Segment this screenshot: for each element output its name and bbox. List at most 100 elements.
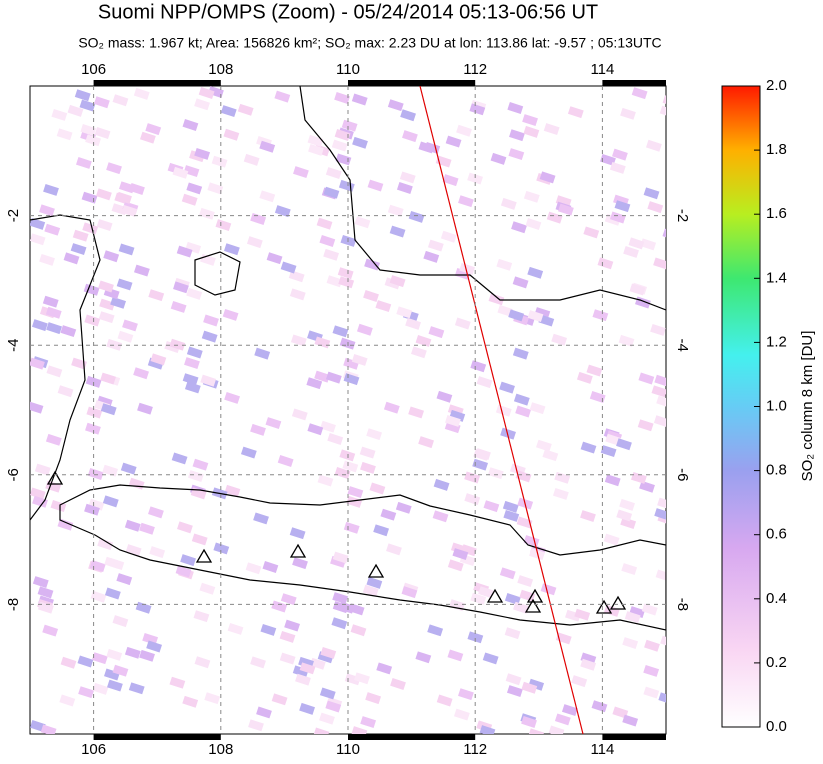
swath-pixel: [597, 257, 614, 270]
swath-pixel: [87, 468, 104, 480]
swath-pixel: [223, 128, 240, 141]
colorbar-tick-label: 1.4: [766, 269, 787, 286]
coastlines: [30, 86, 666, 631]
swath-pixel: [182, 695, 199, 708]
swath-pixel: [561, 704, 578, 717]
swath-pixel: [74, 89, 91, 102]
coastline: [30, 214, 101, 521]
swath-pixel: [122, 319, 138, 332]
swath-pixel: [363, 290, 379, 302]
swath-pixel: [383, 401, 400, 414]
volcano: [46, 470, 64, 485]
swath-pixel: [94, 127, 111, 139]
swath-pixel: [121, 204, 138, 217]
swath-pixel: [116, 278, 133, 291]
swath-pixel: [142, 632, 159, 645]
swath-pixel: [467, 172, 483, 185]
swath-pixel: [124, 646, 141, 659]
swath-pixel: [148, 289, 165, 302]
swath-pixel: [586, 364, 603, 377]
swath-pixel: [332, 551, 349, 564]
swath-pixel: [246, 236, 263, 249]
swath-pixel: [70, 243, 87, 256]
swath-pixel: [332, 592, 349, 605]
swath-pixel: [490, 152, 507, 165]
swath-pixel: [133, 87, 150, 100]
swath-pixel: [201, 330, 218, 343]
swath-pixel: [522, 114, 538, 127]
swath-pixel: [30, 487, 46, 500]
coastline: [194, 251, 241, 296]
swath-pixel: [576, 371, 593, 384]
swath-pixel: [82, 222, 99, 235]
swath-pixel: [366, 576, 383, 589]
swath-pixel: [516, 516, 533, 529]
swath-pixel: [389, 275, 406, 288]
swath-pixel: [192, 458, 209, 471]
swath-pixel: [323, 186, 340, 199]
swath-pixel: [30, 233, 46, 246]
swath-pixel: [46, 365, 63, 378]
swath-pixel: [59, 694, 76, 707]
swath-pixel: [614, 200, 631, 213]
swath-pixel: [629, 606, 645, 619]
colorbar-tick-label: 0.6: [766, 526, 787, 543]
swath-pixel: [609, 161, 626, 174]
swath-pixel: [30, 217, 46, 230]
swath-pixel: [314, 370, 330, 383]
swath-pixel: [240, 446, 257, 459]
colorbar-tick-label: 0.0: [766, 718, 787, 735]
swath-pixel: [177, 521, 193, 534]
colorbar-tick-label: 0.4: [766, 590, 787, 607]
swath-pixel: [190, 487, 207, 500]
swath-pixel: [308, 143, 324, 156]
swath-pixel: [292, 665, 309, 678]
swath-pixel: [237, 103, 254, 116]
swath-pixel: [325, 167, 342, 180]
x-tick-label: 112: [463, 741, 487, 758]
swath-pixel: [657, 497, 666, 510]
swath-pixel: [91, 652, 108, 665]
swath-pixel: [354, 672, 370, 685]
swath-pixel: [521, 681, 538, 694]
swath-pixel: [104, 668, 120, 681]
swath-pixel: [454, 317, 471, 330]
x-tick-label: 114: [590, 741, 614, 758]
swath-pixel: [186, 287, 203, 300]
swath-pixel: [604, 474, 621, 487]
swath-pixel: [30, 357, 45, 370]
swath-pixel: [254, 347, 271, 360]
swath-pixel: [43, 183, 59, 196]
swath-pixel: [609, 211, 626, 224]
swath-pixel: [660, 635, 666, 648]
swath-pixel: [334, 467, 351, 479]
volcano: [526, 588, 544, 603]
swath-pixel: [299, 662, 316, 675]
swath-pixel: [288, 270, 305, 283]
swath-pixel: [469, 103, 486, 116]
swath-pixel: [521, 716, 537, 728]
swath-pixel: [436, 694, 453, 707]
swath-pixel: [352, 136, 368, 149]
swath-pixel: [186, 182, 203, 195]
swath-pixel: [103, 250, 120, 263]
swath-pixel: [175, 565, 192, 578]
swath-pixel: [34, 463, 51, 476]
swath-pixel: [280, 261, 297, 274]
swath-pixel: [104, 556, 121, 569]
swath-pixel: [621, 563, 638, 576]
swath-pixel: [96, 188, 112, 201]
swath-pixel: [125, 544, 142, 557]
x-tick-label: 108: [208, 61, 233, 78]
swath-pixel: [78, 686, 94, 699]
swath-pixel: [39, 253, 55, 266]
swath-pixel: [344, 673, 361, 686]
swath-pixel: [200, 374, 217, 387]
swath-pixel: [427, 239, 444, 252]
swath-pixel: [543, 123, 560, 136]
swath-pixel: [327, 433, 344, 445]
swath-pixel: [299, 702, 315, 715]
swath-pixel: [641, 603, 658, 616]
swath-pixel: [380, 508, 397, 521]
